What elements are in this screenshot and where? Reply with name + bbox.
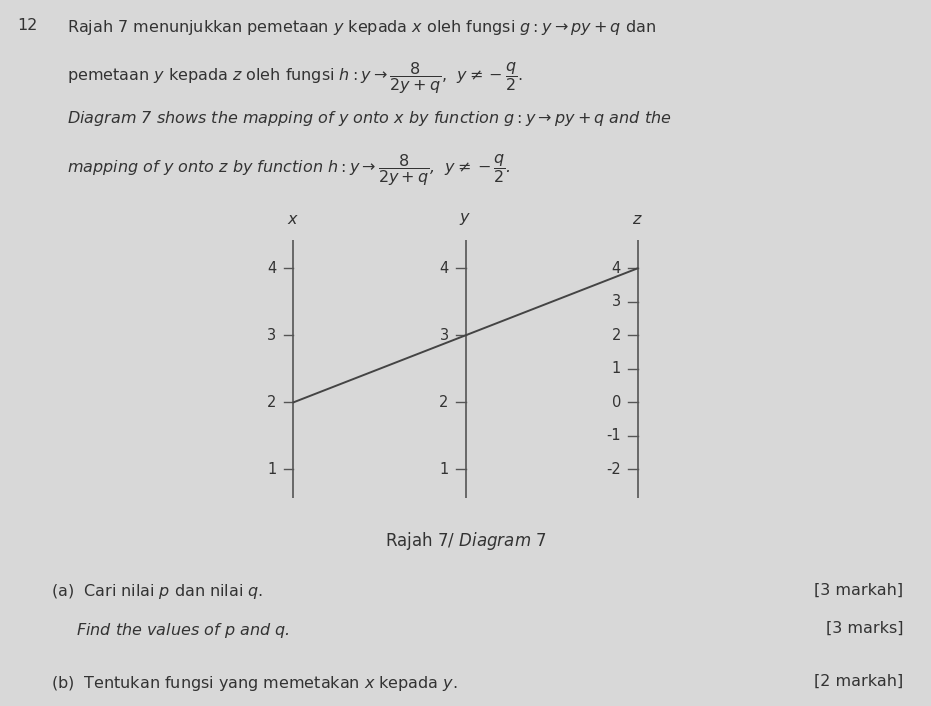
Text: 3: 3 <box>612 294 621 309</box>
Text: 1: 1 <box>612 361 621 376</box>
Text: 1: 1 <box>267 462 277 477</box>
Text: 3: 3 <box>267 328 277 343</box>
Text: 12: 12 <box>17 18 37 32</box>
Text: (b)  Tentukan fungsi yang memetakan $x$ kepada $y$.: (b) Tentukan fungsi yang memetakan $x$ k… <box>51 674 458 693</box>
Text: mapping of $y$ onto $z$ by function $h:y\rightarrow\dfrac{8}{2y+q}$,  $y\neq-\df: mapping of $y$ onto $z$ by function $h:y… <box>67 152 511 188</box>
Text: 3: 3 <box>439 328 449 343</box>
Text: 2: 2 <box>267 395 277 410</box>
Text: 4: 4 <box>612 261 621 276</box>
Text: Diagram 7 shows the mapping of $y$ onto $x$ by function $g:y\rightarrow py+q$ an: Diagram 7 shows the mapping of $y$ onto … <box>67 109 672 128</box>
Text: 4: 4 <box>267 261 277 276</box>
Text: [3 markah]: [3 markah] <box>814 582 903 597</box>
Text: Find the values of $p$ and $q$.: Find the values of $p$ and $q$. <box>76 621 290 640</box>
Text: 4: 4 <box>439 261 449 276</box>
Text: [2 markah]: [2 markah] <box>814 674 903 689</box>
Text: [3 marks]: [3 marks] <box>826 621 903 636</box>
Text: -1: -1 <box>606 429 621 443</box>
Text: $x$: $x$ <box>288 213 299 227</box>
Text: 0: 0 <box>612 395 621 410</box>
Text: 1: 1 <box>439 462 449 477</box>
Text: (a)  Cari nilai $p$ dan nilai $q$.: (a) Cari nilai $p$ dan nilai $q$. <box>51 582 263 602</box>
Text: Rajah 7 menunjukkan pemetaan $y$ kepada $x$ oleh fungsi $g:y\rightarrow py+q$ da: Rajah 7 menunjukkan pemetaan $y$ kepada … <box>67 18 656 37</box>
Text: 2: 2 <box>612 328 621 343</box>
Text: pemetaan $y$ kepada $z$ oleh fungsi $h:y\rightarrow\dfrac{8}{2y+q}$,  $y\neq-\df: pemetaan $y$ kepada $z$ oleh fungsi $h:y… <box>67 60 523 96</box>
Text: Rajah 7/ $\it{Diagram\ 7}$: Rajah 7/ $\it{Diagram\ 7}$ <box>385 530 546 551</box>
Text: -2: -2 <box>606 462 621 477</box>
Text: $z$: $z$ <box>632 213 643 227</box>
Text: 2: 2 <box>439 395 449 410</box>
Text: $y$: $y$ <box>460 211 471 227</box>
